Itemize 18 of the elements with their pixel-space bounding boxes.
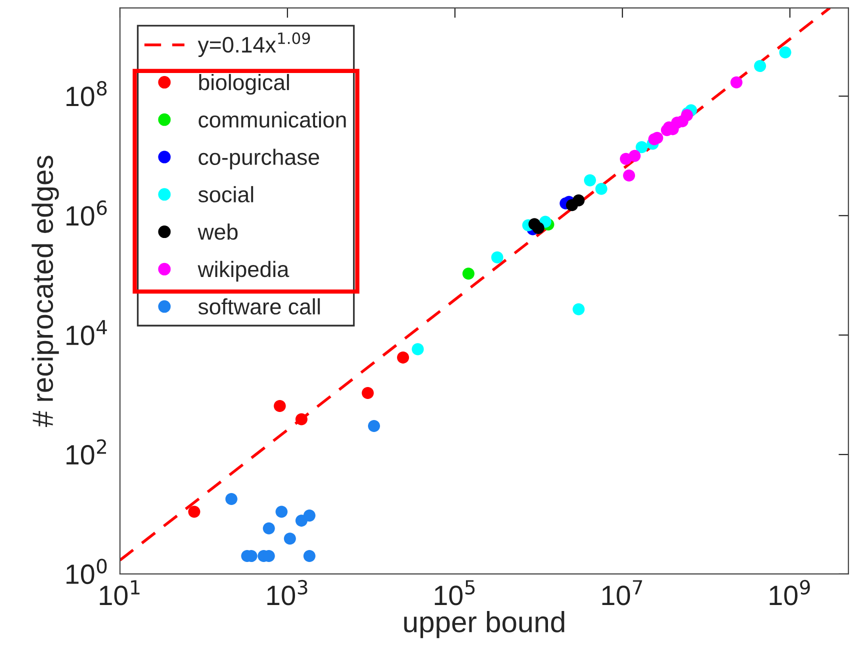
x-tick-label: 10$^{5}$ (434, 580, 475, 606)
y-axis-title: # reciprocated edges (32, 156, 59, 428)
x-tick-label: 10$^{9}$ (770, 580, 810, 606)
legend-label: biological (199, 74, 289, 95)
x-tick-label: 10$^{7}$ (602, 580, 642, 606)
y-tick-label: 10$^{2}$ (66, 439, 106, 465)
legend-label: y=0.14x$^{1.09}$ (198, 32, 310, 58)
x-tick-label: 10$^{3}$ (267, 580, 308, 606)
x-axis-title: upper bound (404, 610, 564, 638)
legend-label: wikipedia (198, 260, 290, 282)
legend-label: software call (198, 298, 320, 315)
y-tick-label: 10$^{6}$ (66, 200, 107, 226)
legend-label: web (198, 223, 238, 240)
legend-label: communication (198, 111, 346, 128)
legend-label: social (198, 186, 254, 202)
legend-label: co-purchase (198, 148, 320, 170)
y-tick-label: 10$^{8}$ (66, 80, 107, 106)
y-tick-label: 10$^{4}$ (66, 320, 107, 346)
